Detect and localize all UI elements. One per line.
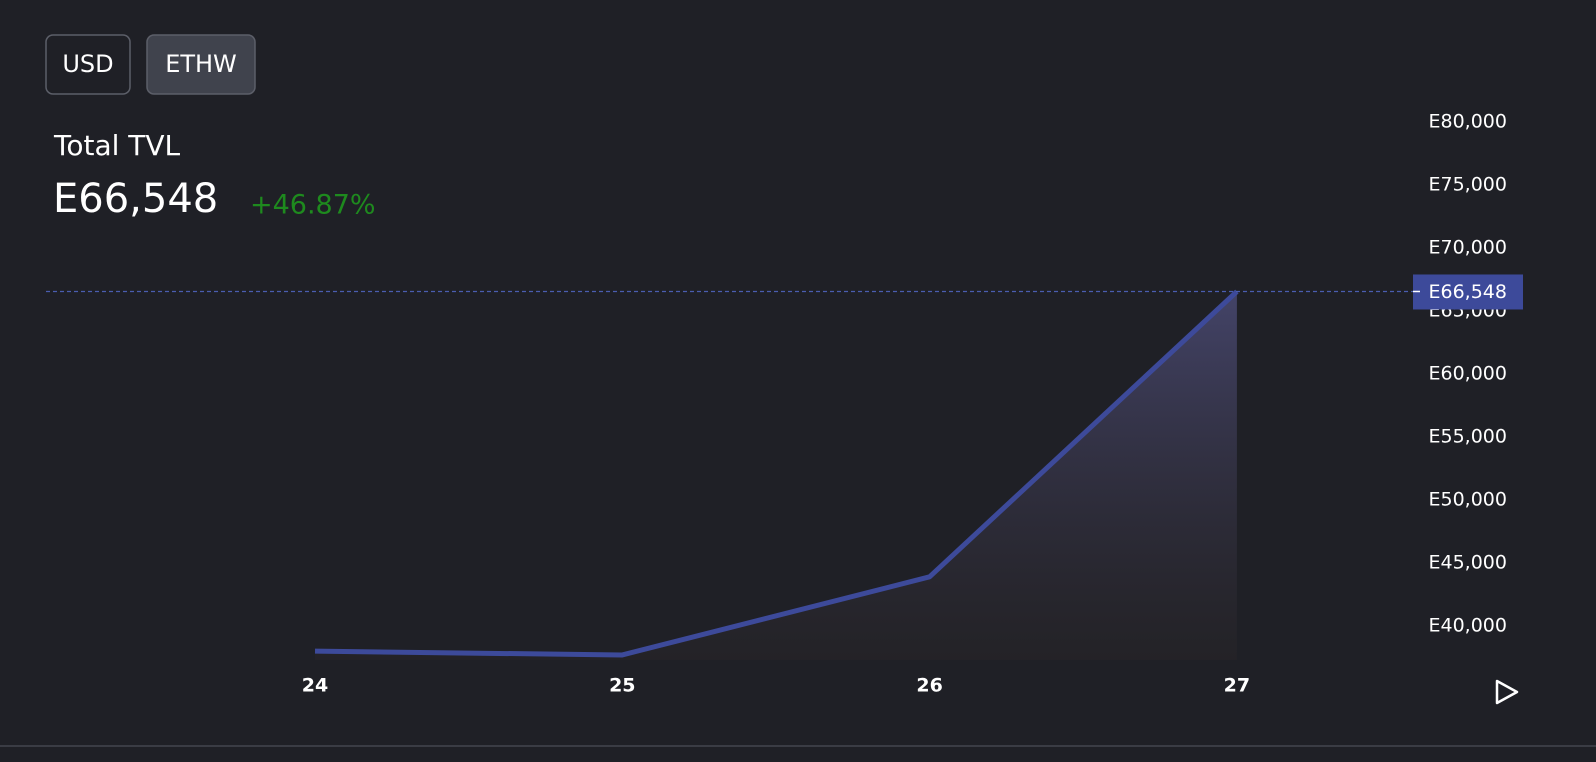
play-icon[interactable] — [1495, 679, 1519, 705]
plot: E40,000E45,000E50,000E55,000E60,000E65,0… — [46, 110, 1523, 697]
last-value-badge — [1413, 274, 1523, 310]
currency-button[interactable]: ETHW — [146, 34, 256, 95]
y-tick-label: E80,000 — [1429, 110, 1508, 132]
x-tick-label: 27 — [1224, 675, 1250, 697]
title: Total TVL — [53, 129, 181, 162]
y-tick-label: E55,000 — [1429, 425, 1508, 447]
currency-button[interactable]: USD — [45, 34, 131, 95]
current-value: E66,548 — [53, 176, 218, 222]
button-label: ETHW — [165, 50, 237, 78]
y-tick-label: E70,000 — [1429, 236, 1508, 258]
y-tick-label: E60,000 — [1429, 362, 1508, 384]
line — [314, 289, 1239, 658]
y-tick-label: E45,000 — [1429, 551, 1508, 573]
x-tick-label: 24 — [302, 675, 328, 697]
last-value-label: E66,548 — [1429, 281, 1508, 303]
button-background — [45, 34, 131, 95]
y-tick-label: E40,000 — [1429, 614, 1508, 636]
button-background — [146, 34, 256, 95]
button-label: USD — [62, 50, 113, 78]
x-tick-label: 25 — [609, 675, 635, 697]
area — [315, 291, 1237, 660]
change: +46.87% — [250, 190, 376, 221]
x-tick-label: 26 — [916, 675, 942, 697]
y-tick-label: E75,000 — [1429, 173, 1508, 195]
y-tick-label: E50,000 — [1429, 488, 1508, 510]
y-axis: E40,000E45,000E50,000E55,000E60,000E65,0… — [1429, 110, 1508, 636]
